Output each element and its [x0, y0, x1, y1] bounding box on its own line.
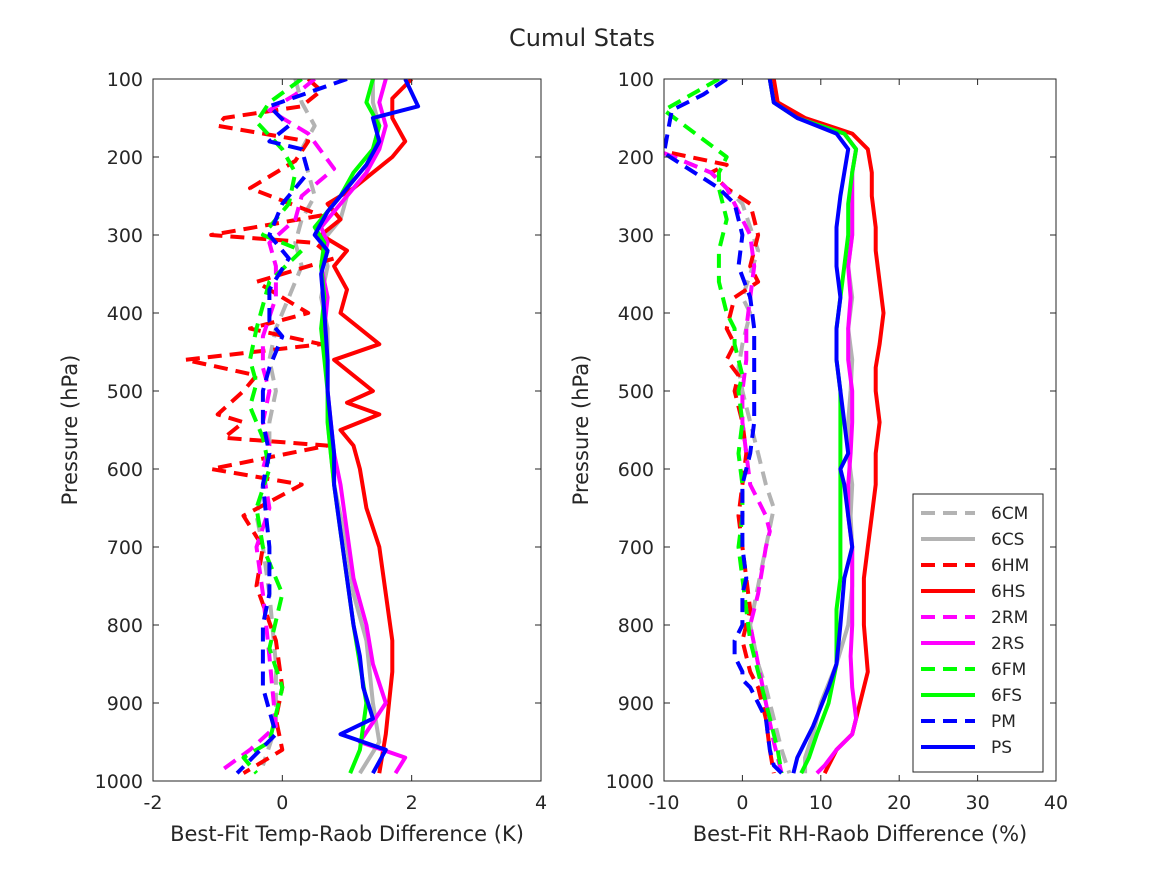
legend-label-6fs: 6FS [991, 686, 1022, 706]
y-tick-label: 200 [107, 147, 143, 169]
x-tick-label: 2 [406, 792, 418, 814]
legend-label-6fm: 6FM [991, 660, 1026, 680]
series-line-2rm [664, 151, 784, 774]
x-tick-label: 10 [809, 792, 833, 814]
legend: 6CM 6CS 6HM 6HS 2RM 2RS 6FM 6FS PM PS [912, 493, 1044, 773]
y-tick-label: 100 [618, 69, 654, 91]
legend-label-2rs: 2RS [991, 634, 1024, 654]
series-line-6fm [664, 79, 784, 774]
x-tick-label: 40 [1044, 792, 1068, 814]
y-axis-label: Pressure (hPa) [58, 355, 82, 506]
x-tick-label: 4 [535, 792, 547, 814]
series-line-ps [312, 79, 421, 775]
legend-label-pm: PM [991, 712, 1016, 732]
y-tick-label: 800 [618, 615, 654, 637]
series-line-6cm [254, 79, 317, 767]
legend-label-6hs: 6HS [991, 582, 1025, 602]
y-tick-label: 600 [107, 459, 143, 481]
series-lines [664, 79, 886, 775]
y-tick-label: 300 [618, 225, 654, 247]
x-tick-label: 20 [887, 792, 911, 814]
y-tick-label: 300 [107, 225, 143, 247]
x-tick-label: 30 [966, 792, 990, 814]
y-tick-label: 500 [107, 381, 143, 403]
x-tick-label: -2 [144, 792, 163, 814]
series-lines [183, 79, 421, 775]
rh-difference-panel: -10 0 10 20 30 40 100 200 300 400 500 600 700 800 900 1… [569, 69, 1068, 846]
y-tick-label: 900 [618, 693, 654, 715]
series-line-6hm [183, 79, 337, 775]
y-tick-label: 100 [107, 69, 143, 91]
axes-box [152, 78, 542, 782]
x-axis-label: Best-Fit Temp-Raob Difference (K) [170, 822, 524, 846]
axes-box [663, 78, 1057, 782]
legend-label-6cm: 6CM [991, 504, 1028, 524]
x-axis-label: Best-Fit RH-Raob Difference (%) [693, 822, 1027, 846]
y-tick-label: 600 [618, 459, 654, 481]
y-tick-label: 800 [107, 615, 143, 637]
temperature-difference-panel: -2 0 2 4 100 200 300 400 500 600 700 800 900 1000 Best… [58, 69, 547, 846]
series-line-pm [235, 79, 348, 775]
series-line-6hm [671, 151, 776, 774]
y-tick-label: 1000 [95, 771, 143, 793]
y-axis-label: Pressure (hPa) [569, 355, 593, 506]
y-tick-label: 500 [618, 381, 654, 403]
series-line-ps [767, 79, 855, 774]
y-tick-label: 700 [618, 537, 654, 559]
figure-title: Cumul Stats [509, 24, 655, 52]
y-tick-label: 400 [618, 303, 654, 325]
x-tick-label: 0 [276, 792, 288, 814]
x-tick-label: 0 [736, 792, 748, 814]
y-tick-label: 400 [107, 303, 143, 325]
legend-label-6cs: 6CS [991, 530, 1024, 550]
y-tick-label: 700 [107, 537, 143, 559]
legend-label-2rm: 2RM [991, 608, 1028, 628]
y-tick-label: 900 [107, 693, 143, 715]
series-line-6cm [664, 151, 792, 774]
y-tick-label: 200 [618, 147, 654, 169]
series-line-6hs [771, 79, 886, 775]
series-line-6fm [241, 79, 304, 775]
legend-label-ps: PS [991, 738, 1012, 758]
series-line-pm [664, 79, 784, 775]
y-tick-label: 1000 [606, 771, 654, 793]
legend-label-6hm: 6HM [991, 556, 1029, 576]
series-line-6hs [319, 79, 414, 774]
x-tick-label: -10 [648, 792, 679, 814]
